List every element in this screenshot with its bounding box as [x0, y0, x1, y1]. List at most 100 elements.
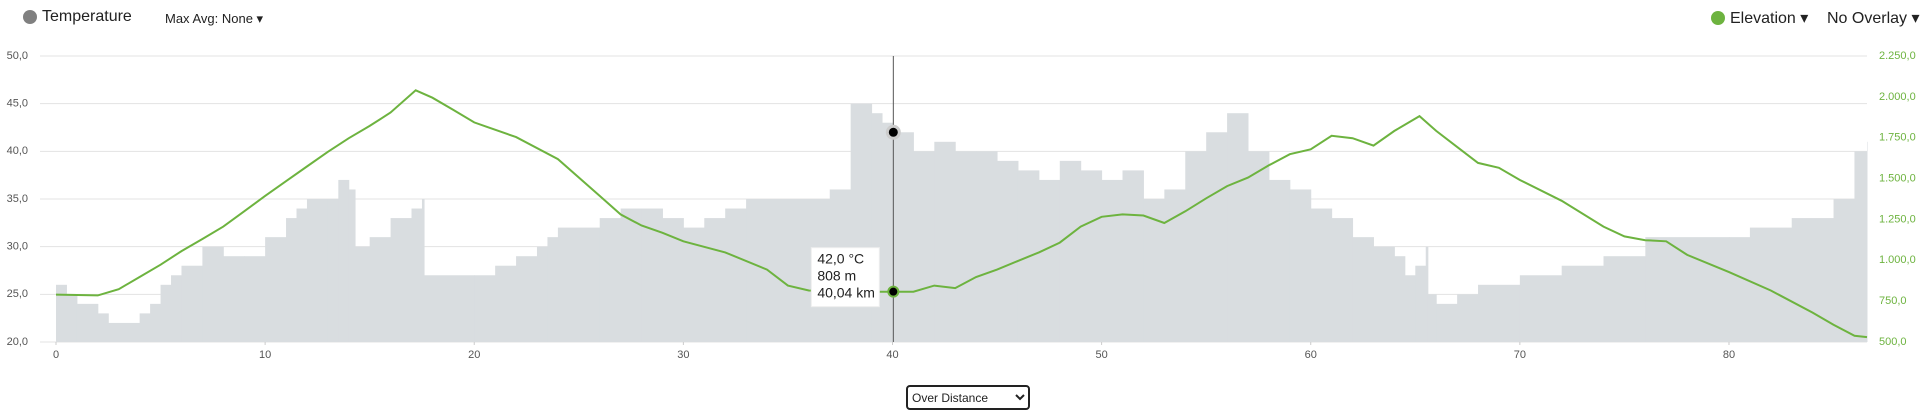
temperature-step: [1247, 151, 1270, 342]
temperature-step: [1331, 218, 1354, 342]
tooltip-line: 808 m: [817, 267, 856, 283]
temperature-step: [1038, 179, 1061, 342]
temperature-step: [1206, 132, 1228, 342]
temperature-step: [355, 246, 371, 342]
tooltip-line: 42,0 °C: [817, 250, 864, 266]
temperature-step: [1436, 303, 1458, 342]
x-tick-label: 80: [1723, 349, 1735, 361]
temperature-step: [348, 189, 356, 342]
temperature-legend[interactable]: Temperature: [23, 8, 132, 26]
temperature-step: [1519, 275, 1563, 342]
temperature-step: [882, 122, 893, 342]
y-tick-label: 35,0: [7, 193, 28, 205]
mode-select[interactable]: Over Distance: [906, 385, 1030, 410]
legend-label: Temperature: [42, 8, 132, 25]
temperature-step: [934, 141, 956, 342]
temperature-step: [1394, 256, 1406, 342]
x-tick-label: 0: [53, 349, 59, 361]
tooltip: [810, 247, 880, 308]
temperature-step: [892, 132, 914, 342]
temperature-step: [139, 313, 151, 342]
x-tick-label: 20: [468, 349, 480, 361]
x-tick-label: 70: [1514, 349, 1526, 361]
temperature-step: [1415, 265, 1427, 342]
temperature-step: [338, 179, 350, 342]
temperature-step: [1289, 189, 1312, 342]
temperature-step: [547, 237, 559, 342]
y2-tick-label: 500,0: [1879, 336, 1907, 348]
temperature-step: [1457, 294, 1479, 342]
y2-tick-label: 1.000,0: [1879, 254, 1916, 266]
temperature-step: [369, 237, 392, 342]
temperature-step: [421, 199, 425, 342]
temperature-step: [1791, 218, 1835, 342]
y2-tick-label: 1.250,0: [1879, 213, 1916, 225]
temperature-step: [424, 275, 475, 342]
temperature-step: [536, 246, 548, 342]
temperature-step: [66, 294, 78, 342]
y-tick-label: 25,0: [7, 288, 28, 300]
elevation-legend[interactable]: Elevation ▾: [1711, 8, 1808, 28]
temperature-step: [1352, 237, 1374, 342]
y-tick-label: 40,0: [7, 145, 28, 157]
temperature-step: [1867, 141, 1868, 342]
temperature-step: [1185, 151, 1207, 342]
temperature-step: [160, 284, 172, 342]
dropdown-label: Max Avg: None ▾: [165, 11, 264, 26]
temperature-step: [1404, 275, 1416, 342]
y-tick-label: 30,0: [7, 241, 28, 253]
overlay-dropdown[interactable]: No Overlay ▾: [1827, 8, 1920, 28]
temperature-step: [704, 218, 726, 342]
temperature-step: [997, 160, 1019, 342]
temperature-step: [1059, 160, 1082, 342]
temperature-step: [56, 284, 67, 342]
temperature-step: [1164, 189, 1186, 342]
temperature-step: [1854, 151, 1868, 342]
temperature-step: [411, 208, 423, 342]
x-tick-label: 60: [1305, 349, 1317, 361]
crosshair-dot: [885, 124, 901, 140]
temperature-step: [244, 256, 266, 342]
temperature-step: [1645, 237, 1730, 342]
temperature-step: [1310, 208, 1333, 342]
y2-tick-label: 750,0: [1879, 295, 1907, 307]
temperature-step: [1122, 170, 1144, 342]
y2-tick-label: 1.750,0: [1879, 132, 1916, 144]
x-tick-label: 30: [677, 349, 689, 361]
dropdown-label: No Overlay ▾: [1827, 10, 1920, 27]
crosshair-dot: [887, 285, 900, 298]
temperature-step: [1080, 170, 1103, 342]
y-tick-label: 50,0: [7, 50, 28, 62]
temperature-step: [641, 208, 663, 342]
max-avg-dropdown[interactable]: Max Avg: None ▾: [165, 11, 263, 27]
temperature-step: [913, 151, 935, 342]
temperature-step: [171, 275, 182, 342]
elevation-line: [55, 89, 1868, 339]
temperature-step: [265, 237, 287, 342]
temperature-step: [306, 199, 329, 342]
temperature-step: [1561, 265, 1605, 342]
x-tick-label: 50: [1095, 349, 1107, 361]
temperature-step: [223, 256, 245, 342]
temperature-step: [976, 151, 998, 342]
temperature-step: [1143, 199, 1165, 342]
temperature-step: [495, 265, 517, 342]
legend-swatch: [1711, 11, 1725, 25]
x-tick-label: 40: [886, 349, 898, 361]
temperature-step: [1268, 179, 1291, 342]
temperature-step: [1427, 294, 1437, 342]
temperature-step: [181, 265, 203, 342]
temperature-step: [202, 246, 224, 342]
y-tick-label: 20,0: [7, 336, 28, 348]
y2-tick-label: 2.000,0: [1879, 91, 1916, 103]
tooltip-line: 40,04 km: [817, 284, 875, 300]
temperature-step: [97, 313, 109, 342]
temperature-step: [296, 208, 308, 342]
temperature-step: [557, 227, 601, 342]
x-tick-label: 10: [259, 349, 271, 361]
temperature-step: [1373, 246, 1395, 342]
temperature-step: [1728, 237, 1751, 342]
temperature-step: [1227, 113, 1249, 342]
temperature-step: [1833, 199, 1855, 342]
